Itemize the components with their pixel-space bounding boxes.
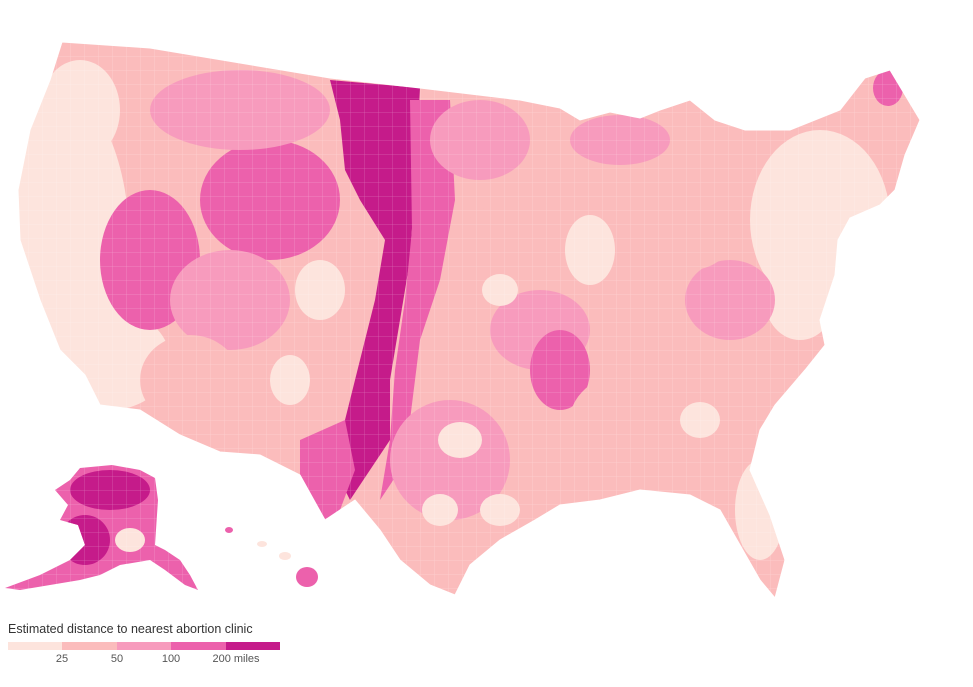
hawaii <box>225 527 318 587</box>
hawaii-big-island <box>296 567 318 587</box>
legend: Estimated distance to nearest abortion c… <box>8 622 308 671</box>
hawaii-oahu <box>257 541 267 547</box>
legend-tick-label: 100 <box>161 653 181 665</box>
legend-swatch <box>116 642 172 650</box>
us-distance-map <box>5 41 921 600</box>
hawaii-maui <box>279 552 291 560</box>
legend-swatch <box>171 642 226 650</box>
legend-ticks: 25 50 100 200 miles <box>8 653 308 671</box>
hawaii-kauai <box>225 527 233 533</box>
alaska-county-lines <box>5 465 198 590</box>
us-outline <box>17 41 921 600</box>
legend-color-bar <box>8 642 281 650</box>
legend-swatch <box>8 642 63 650</box>
contiguous-us <box>18 42 920 598</box>
legend-swatch <box>62 642 117 650</box>
legend-swatch <box>225 642 281 650</box>
legend-tick-label: 25 <box>55 653 69 665</box>
legend-title: Estimated distance to nearest abortion c… <box>8 622 253 636</box>
alaska <box>5 465 198 590</box>
legend-tick-label: 50 <box>110 653 124 665</box>
legend-tick-label: 200 miles <box>212 653 260 665</box>
